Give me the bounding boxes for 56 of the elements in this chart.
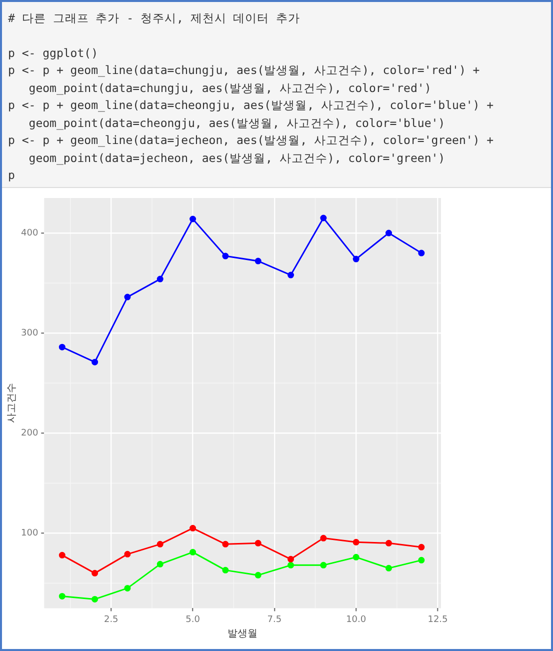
point bbox=[320, 534, 327, 542]
x-axis-title: 발생월 bbox=[228, 628, 258, 640]
text: p <- p + geom_line(data=cheongju, aes(발생월, 사고건수), color='blue') + bbox=[8, 97, 495, 114]
point bbox=[352, 256, 360, 262]
text: # 다른 그래프 추가 - 청주시, 제천시 데이터 추가 bbox=[8, 10, 302, 27]
point bbox=[352, 538, 360, 546]
text: p <- ggplot() bbox=[8, 44, 100, 62]
point bbox=[385, 230, 392, 236]
point bbox=[385, 540, 392, 546]
point bbox=[288, 272, 294, 278]
point bbox=[254, 572, 262, 578]
point bbox=[222, 540, 229, 548]
point bbox=[418, 556, 425, 564]
point bbox=[190, 548, 196, 556]
point bbox=[58, 592, 66, 600]
text: geom_point(data=chungju, aes(발생월, 사고건수), color='red') bbox=[28, 80, 432, 97]
x-tick-label: 12.5 bbox=[428, 614, 448, 625]
point bbox=[124, 550, 131, 558]
x-tick-label: 10.0 bbox=[346, 614, 366, 625]
point bbox=[320, 562, 327, 568]
x-tick-label: 2.5 bbox=[104, 614, 118, 625]
point bbox=[58, 344, 66, 350]
point bbox=[418, 544, 425, 550]
point bbox=[254, 540, 262, 546]
point bbox=[190, 216, 196, 222]
y-tick-label: 100 bbox=[20, 528, 38, 539]
point bbox=[254, 258, 262, 264]
point bbox=[222, 252, 229, 260]
text: p <- p + geom_line(data=chungju, aes(발생월, 사고건수), color='red') + bbox=[8, 62, 481, 79]
text: p bbox=[8, 167, 16, 184]
point bbox=[156, 276, 164, 282]
point bbox=[288, 562, 294, 568]
point bbox=[156, 560, 164, 568]
point bbox=[92, 358, 98, 366]
y-tick-label: 300 bbox=[20, 328, 38, 338]
text: geom_point(data=cheongju, aes(발생월, 사고건수), color='blue') bbox=[28, 114, 446, 132]
point bbox=[92, 596, 98, 602]
x-tick-label: 5.0 bbox=[186, 614, 200, 625]
point bbox=[58, 552, 66, 558]
x-tick-label: 7.5 bbox=[267, 614, 282, 625]
text: p <- p + geom_line(data=jecheon, aes(발생월, 사고건수), color='green') + bbox=[8, 132, 495, 149]
point bbox=[320, 214, 327, 222]
y-tick-label: 400 bbox=[20, 228, 38, 238]
y-tick-label: 200 bbox=[20, 428, 38, 438]
point bbox=[288, 556, 294, 562]
point bbox=[156, 540, 164, 548]
y-axis-title: 사고건수 bbox=[6, 383, 18, 424]
point bbox=[222, 566, 229, 574]
text: geom_point(data=jecheon, aes(발생월, 사고건수), color='green') bbox=[28, 150, 446, 167]
point bbox=[124, 294, 131, 300]
point bbox=[92, 570, 98, 576]
point bbox=[190, 524, 196, 532]
point bbox=[418, 250, 425, 256]
point bbox=[124, 584, 131, 592]
point bbox=[352, 554, 360, 560]
point bbox=[385, 564, 392, 572]
